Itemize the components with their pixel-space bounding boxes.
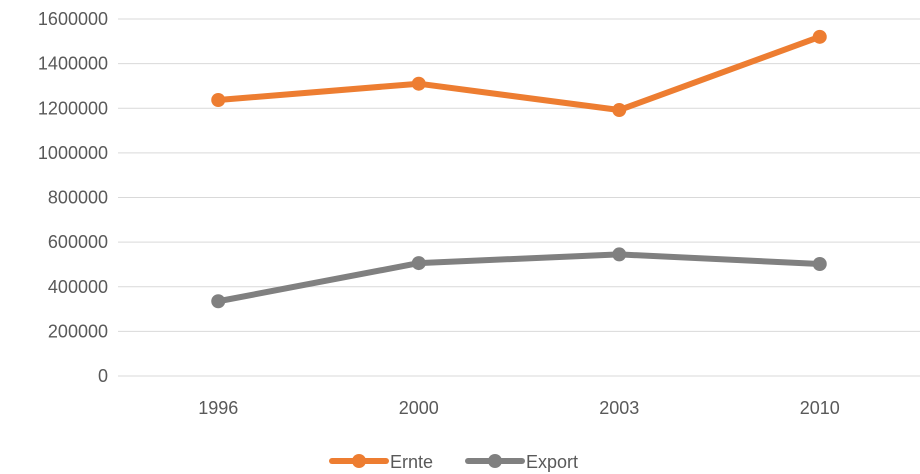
series-export bbox=[211, 247, 827, 309]
data-point bbox=[812, 256, 827, 271]
y-tick-label: 800000 bbox=[48, 188, 108, 208]
legend-label: Ernte bbox=[390, 452, 433, 472]
legend-swatch-marker bbox=[488, 454, 502, 468]
data-point bbox=[211, 92, 226, 107]
legend-item-export: Export bbox=[465, 452, 578, 472]
series-line bbox=[215, 251, 823, 305]
legend-label: Export bbox=[526, 452, 578, 472]
data-point bbox=[612, 247, 627, 262]
y-axis: 0 200000 400000 600000 800000 1000000 1200000 1… bbox=[38, 9, 108, 386]
y-tick-label: 1600000 bbox=[38, 9, 108, 29]
y-tick-label: 1400000 bbox=[38, 54, 108, 74]
y-tick-label: 1000000 bbox=[38, 143, 108, 163]
series-line bbox=[215, 33, 823, 114]
data-point bbox=[211, 294, 226, 309]
y-tick-label: 0 bbox=[98, 366, 108, 386]
data-point bbox=[612, 103, 627, 118]
data-point bbox=[411, 76, 426, 91]
y-tick-label: 600000 bbox=[48, 232, 108, 252]
data-point bbox=[812, 29, 827, 44]
gridlines bbox=[118, 18, 920, 377]
data-point bbox=[411, 256, 426, 271]
y-tick-label: 400000 bbox=[48, 277, 108, 297]
x-tick-label: 1996 bbox=[198, 398, 238, 418]
x-tick-label: 2000 bbox=[399, 398, 439, 418]
x-axis: 1996 2000 2003 2010 bbox=[198, 398, 840, 418]
x-tick-label: 2003 bbox=[599, 398, 639, 418]
series-ernte bbox=[211, 29, 827, 118]
y-tick-label: 1200000 bbox=[38, 98, 108, 118]
series-group bbox=[211, 29, 827, 309]
legend-item-ernte: Ernte bbox=[329, 452, 433, 472]
legend: Ernte Export bbox=[329, 452, 578, 472]
y-tick-label: 200000 bbox=[48, 321, 108, 341]
legend-swatch-marker bbox=[352, 454, 366, 468]
x-tick-label: 2010 bbox=[800, 398, 840, 418]
